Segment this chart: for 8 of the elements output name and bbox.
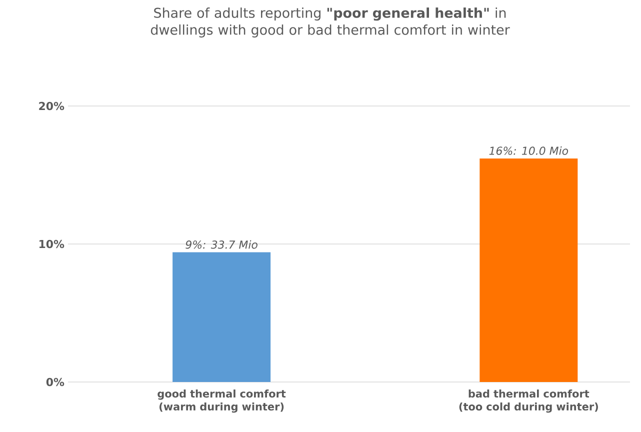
x-tick-label: good thermal comfort (warm during winter): [158, 390, 286, 413]
y-tick-label: 10%: [39, 240, 64, 248]
data-label: 9%: 33.7 Mio: [186, 240, 258, 249]
x-tick-label: bad thermal comfort (too cold during winter): [459, 390, 598, 413]
y-tick-label: 20%: [39, 102, 64, 110]
data-label: 16%: 10.0 Mio: [489, 146, 568, 155]
y-tick-label: 0%: [46, 378, 64, 386]
chart-title: Share of adults reporting "poor general health" in dwellings with good or bad thermal comfort in winter: [150, 8, 510, 38]
